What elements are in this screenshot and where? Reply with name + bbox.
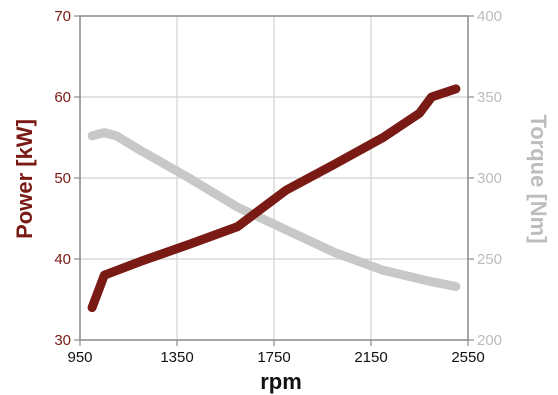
right-tick-label: 400 (477, 8, 502, 25)
x-tick-label: 2550 (451, 349, 484, 366)
right-axis-ticks: 200 250 300 350 400 (468, 8, 502, 349)
right-axis-label: Torque [Nm] (526, 114, 551, 243)
right-tick-label: 200 (477, 332, 502, 349)
x-tick-label: 1350 (160, 349, 193, 366)
left-axis-ticks: 30 40 50 60 70 (54, 8, 80, 349)
power-line (87, 84, 461, 313)
x-tick-label: 2150 (354, 349, 387, 366)
grid-lines (79, 15, 469, 341)
x-axis-label: rpm (260, 369, 302, 394)
left-tick-label: 70 (54, 8, 71, 25)
right-tick-label: 300 (477, 170, 502, 187)
x-tick-label: 1750 (257, 349, 290, 366)
left-tick-label: 40 (54, 251, 71, 268)
series-layer (87, 84, 461, 313)
right-tick-label: 350 (477, 89, 502, 106)
right-tick-label: 250 (477, 251, 502, 268)
x-axis-ticks: 950 1350 1750 2150 2550 (67, 340, 485, 366)
x-tick-label: 950 (67, 349, 92, 366)
torque-line (87, 128, 461, 291)
left-tick-label: 60 (54, 89, 71, 106)
left-tick-label: 50 (54, 170, 71, 187)
left-tick-label: 30 (54, 332, 71, 349)
left-axis-label: Power [kW] (12, 119, 37, 239)
